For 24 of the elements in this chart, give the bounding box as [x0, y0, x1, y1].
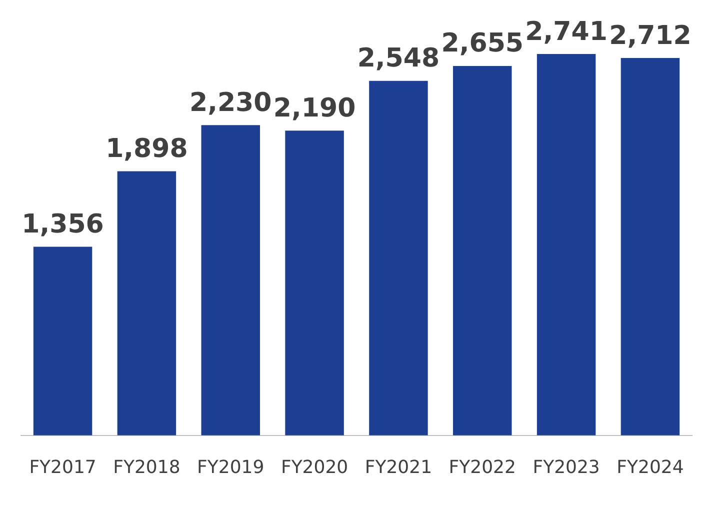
bar [285, 130, 344, 436]
data-label: 1,898 [106, 134, 188, 164]
x-tick-label: FY2019 [197, 456, 264, 478]
bar [369, 80, 428, 436]
bar [201, 125, 260, 436]
data-label: 2,548 [357, 44, 440, 74]
x-tick-label: FY2023 [532, 456, 600, 478]
x-tick-label: FY2021 [364, 456, 432, 478]
bar [453, 66, 512, 436]
data-label: 2,712 [609, 20, 692, 51]
data-label: 2,741 [525, 16, 608, 47]
x-tick-label: FY2018 [113, 456, 180, 478]
data-label: 2,190 [273, 93, 356, 124]
bar [536, 54, 596, 436]
bar [117, 171, 176, 436]
x-tick-label: FY2022 [448, 456, 516, 478]
bar [33, 246, 92, 436]
x-tick-label: FY2024 [616, 456, 684, 478]
data-label: 2,230 [189, 88, 272, 118]
x-tick-label: FY2017 [29, 456, 96, 478]
bar [620, 58, 680, 436]
data-label: 1,356 [22, 209, 104, 240]
x-tick-label: FY2020 [280, 456, 348, 478]
data-label: 2,655 [441, 28, 524, 59]
